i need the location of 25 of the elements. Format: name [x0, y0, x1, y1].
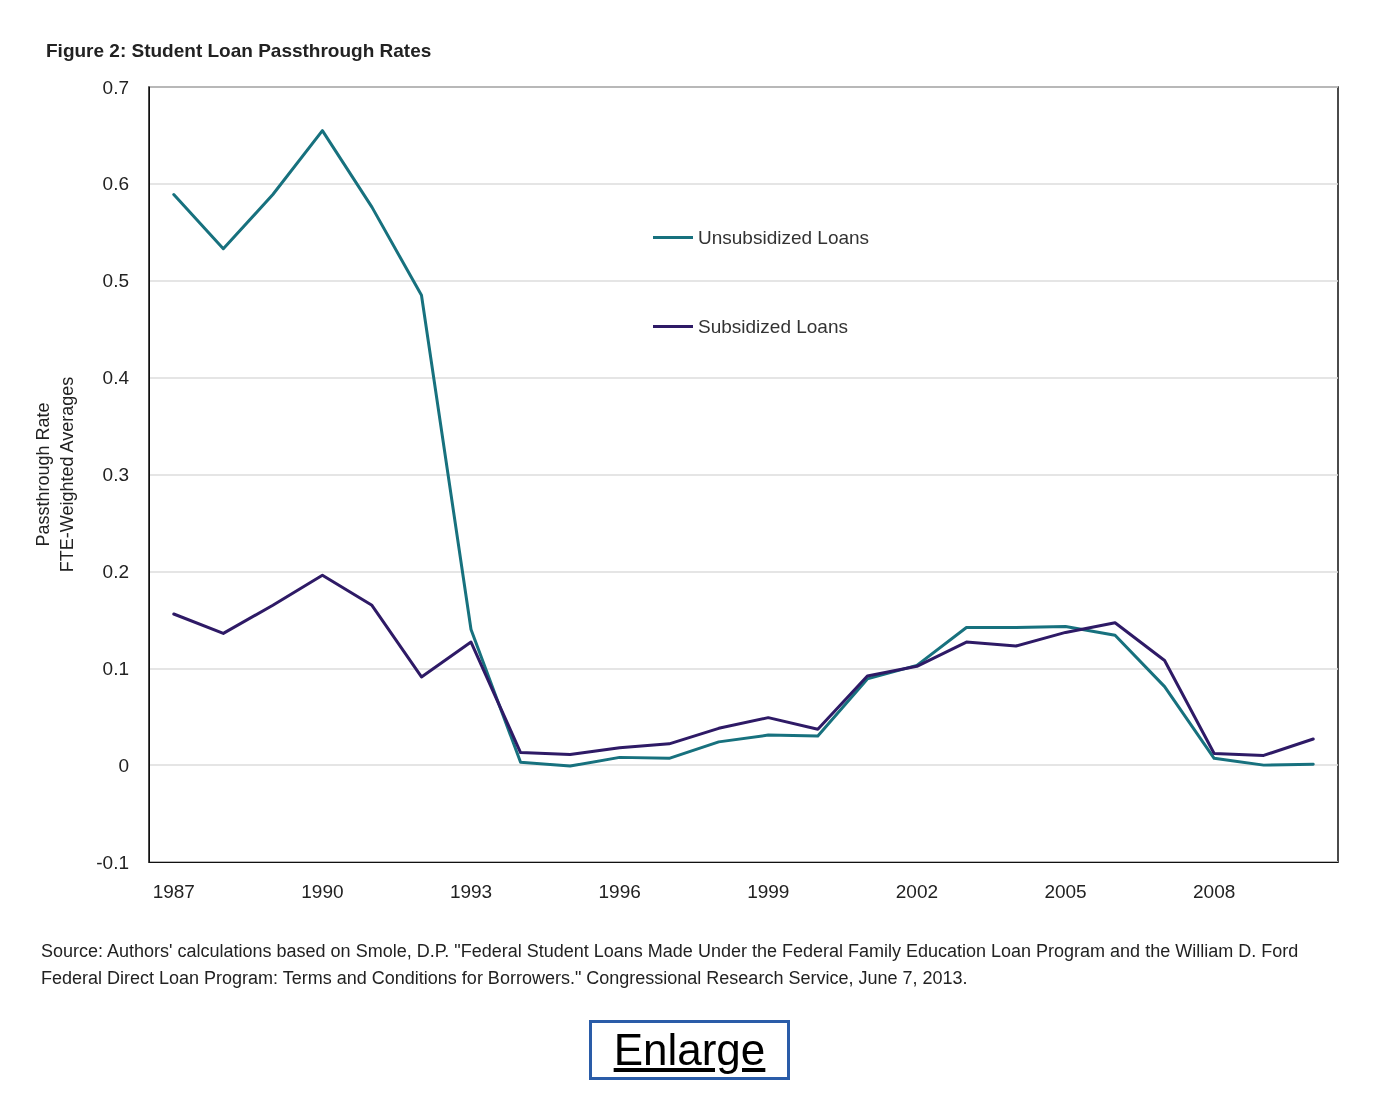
x-tick-label: 2008 [1193, 881, 1236, 902]
y-tick-label: 0 [118, 754, 129, 776]
x-tick-label: 1987 [152, 881, 195, 902]
y-tick-label: 0.7 [102, 76, 129, 98]
y-tick-label: 0.6 [102, 173, 129, 195]
legend-label: Unsubsidized Loans [698, 227, 870, 248]
text: Enlarge [588, 1020, 791, 1080]
y-tick-label: 0.1 [102, 657, 129, 679]
chart-title: Figure 2: Student Loan Passthrough Rates [46, 40, 432, 61]
x-tick-label: 1990 [301, 881, 344, 902]
y-tick-label: 0.5 [102, 270, 129, 292]
x-tick-label: 2002 [895, 881, 939, 902]
y-tick-label: 0.4 [102, 367, 130, 389]
x-tick-label: 1996 [598, 881, 641, 902]
y-axis-title: Passthrough Rate FTE-Weighted Averages [33, 376, 77, 573]
line-series [172, 573, 1315, 757]
y-tick-label: -0.1 [96, 851, 129, 873]
source-note: Source: Authors' calculations based on Smole, D.P. "Federal Student Loans Made Under the Federal Family Education Loan Program and the William D. Ford Federal Direct Loan Program: Terms and Conditions for Borrowers." Congressional Research Service, June 7, 2013. [40, 940, 1300, 990]
x-tick-label: 2005 [1044, 881, 1087, 902]
x-tick-label: 1999 [747, 881, 790, 902]
legend-label: Subsidized Loans [698, 316, 848, 337]
x-tick-label: 1993 [449, 881, 493, 902]
line-series [172, 129, 1315, 768]
y-tick-label: 0.2 [102, 560, 129, 582]
y-tick-label: 0.3 [102, 464, 129, 485]
